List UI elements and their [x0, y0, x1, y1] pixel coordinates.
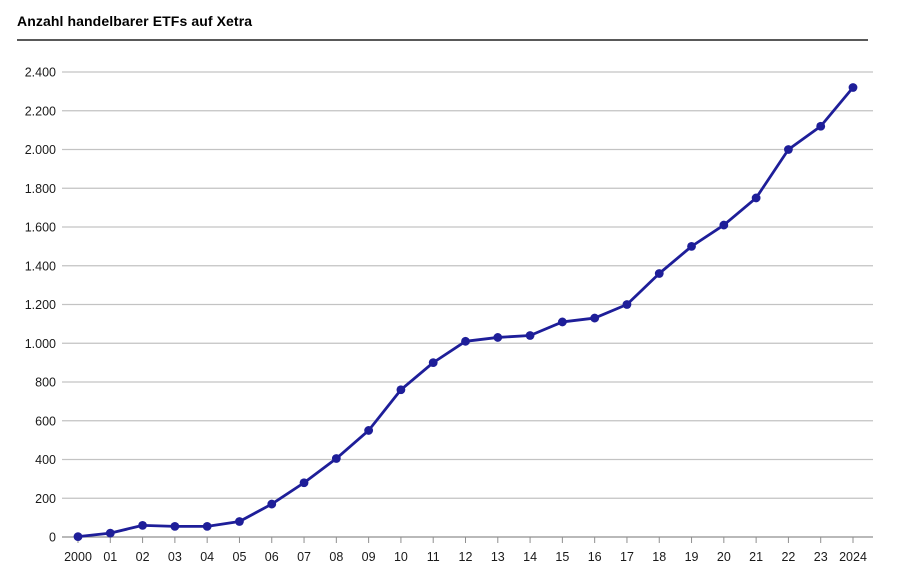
data-point-09 — [364, 426, 374, 435]
x-tick-label: 18 — [652, 550, 666, 564]
y-tick-label: 2.200 — [25, 104, 56, 118]
x-tick-label: 21 — [749, 550, 763, 564]
chart-header: Anzahl handelbarer ETFs auf Xetra — [17, 12, 868, 41]
data-point-15 — [557, 317, 567, 327]
x-tick-label: 10 — [394, 550, 408, 564]
x-tick-label: 17 — [620, 550, 634, 564]
x-tick-label: 05 — [233, 550, 247, 564]
x-tick-label: 22 — [781, 550, 795, 564]
x-tick-label: 06 — [265, 550, 279, 564]
data-point-11 — [428, 358, 438, 368]
x-tick-label: 09 — [362, 550, 376, 564]
x-tick-label: 2000 — [64, 550, 92, 564]
x-tick-label: 16 — [588, 550, 602, 564]
x-tick-label: 03 — [168, 550, 182, 564]
x-tick-label: 19 — [685, 550, 699, 564]
data-point-05 — [235, 517, 244, 526]
y-axis-labels: 0 200 400 600 800 1.000 1.200 1.400 1.600 1.800 2.… — [25, 66, 56, 545]
chart-title: Anzahl handelbarer ETFs auf Xetra — [17, 13, 253, 29]
data-line — [76, 86, 855, 539]
x-axis-labels: 2000 01 02 03 04 05 06 07 08 09 10 11 12 13 14 15 16 17 18… — [64, 550, 867, 564]
data-point-06 — [267, 499, 277, 509]
x-tick-label: 2024 — [839, 550, 867, 564]
data-point-18 — [654, 269, 664, 278]
x-tick-label: 20 — [717, 550, 731, 564]
data-point-07 — [299, 478, 309, 488]
data-point-23 — [816, 121, 826, 131]
y-tick-label: 1.400 — [25, 259, 56, 273]
y-tick-label: 0 — [49, 531, 56, 545]
x-tick-label: 02 — [136, 550, 150, 564]
x-tick-label: 12 — [459, 550, 473, 564]
data-point-10 — [396, 385, 406, 395]
x-tick-label: 08 — [329, 550, 343, 564]
y-tick-label: 800 — [35, 376, 56, 390]
data-point-02 — [138, 520, 147, 530]
data-point-17 — [622, 300, 632, 309]
y-tick-label: 1.000 — [25, 337, 56, 351]
data-point-16 — [590, 313, 600, 323]
y-tick-label: 2.000 — [25, 143, 56, 157]
y-tick-label: 200 — [35, 492, 56, 506]
data-point-22 — [784, 145, 793, 154]
data-point-03 — [170, 521, 180, 531]
y-tick-label: 1.800 — [25, 182, 56, 196]
data-point-14 — [525, 331, 535, 340]
data-point-08 — [331, 454, 341, 463]
data-point-12 — [461, 336, 470, 346]
data-point-19 — [687, 241, 696, 251]
y-tick-label: 2.400 — [25, 66, 56, 80]
y-tick-label: 1.200 — [25, 298, 56, 312]
gridlines — [62, 71, 873, 538]
x-tick-label: 04 — [200, 550, 214, 564]
x-tick-label: 14 — [523, 550, 537, 564]
y-tick-label: 400 — [35, 453, 56, 467]
x-tick-label: 07 — [297, 550, 311, 564]
x-tick-label: 13 — [491, 550, 505, 564]
x-tick-label: 11 — [427, 550, 440, 564]
data-point-2000 — [73, 532, 83, 542]
data-point-04 — [202, 521, 212, 531]
data-point-13 — [493, 333, 503, 342]
data-points — [73, 83, 858, 542]
x-tick-label: 23 — [814, 550, 828, 564]
x-tick-label: 01 — [103, 550, 117, 564]
data-point-21 — [751, 193, 761, 203]
x-tick-label: 15 — [555, 550, 569, 564]
data-point-01 — [105, 528, 115, 538]
data-point-2024 — [848, 83, 858, 92]
data-point-20 — [719, 220, 729, 230]
y-tick-label: 1.600 — [25, 221, 56, 235]
x-axis-ticks — [77, 537, 854, 543]
y-tick-label: 600 — [35, 414, 56, 428]
